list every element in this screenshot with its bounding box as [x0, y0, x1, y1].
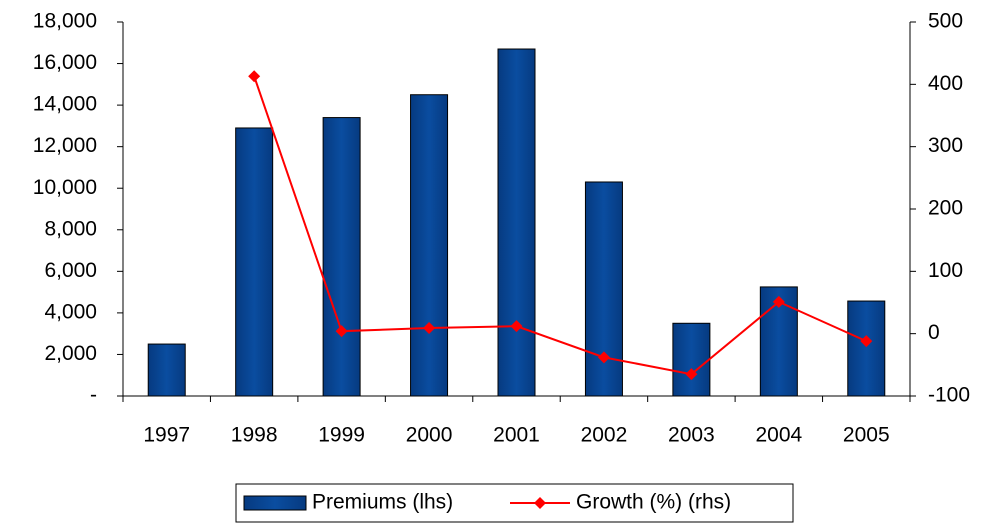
point: [597, 351, 610, 364]
x-tick-label: 1997: [143, 424, 190, 447]
bar: [410, 94, 449, 397]
bar: [147, 343, 186, 397]
y2-tick-label: 200: [928, 197, 963, 220]
x-tick-label: 1999: [318, 424, 365, 447]
y-tick-label: 14,000: [33, 93, 97, 116]
point: [248, 70, 261, 83]
bar: [584, 181, 623, 397]
point: [685, 368, 698, 381]
bar: [235, 127, 274, 397]
y2-tick-label: 400: [928, 72, 963, 95]
bar: [672, 322, 711, 397]
y-tick-label: 2,000: [44, 342, 97, 365]
y-tick-label: 16,000: [33, 51, 97, 74]
y2-tick-label: 100: [928, 259, 963, 282]
point: [772, 295, 785, 308]
point: [860, 335, 873, 348]
bar: [322, 117, 361, 397]
line: [253, 75, 867, 376]
y-tick-label: 6,000: [44, 259, 97, 282]
legend-label: Premiums (lhs): [312, 491, 453, 514]
legend-label: Growth (%) (rhs): [576, 491, 731, 514]
x-tick-label: 2002: [581, 424, 628, 447]
y-tick-label: 18,000: [33, 10, 97, 33]
legend-swatch: [243, 495, 307, 511]
y2-tick-label: -100: [928, 384, 970, 407]
y2-tick-label: 0: [928, 321, 940, 344]
y-tick-label: 12,000: [33, 134, 97, 157]
y-tick-label: 10,000: [33, 176, 97, 199]
x-tick-label: 2003: [668, 424, 715, 447]
point: [423, 322, 436, 335]
y-tick-label: 8,000: [44, 217, 97, 240]
y-tick-label: 4,000: [44, 300, 97, 323]
legend-marker: [534, 497, 546, 509]
x-tick-label: 2001: [493, 424, 540, 447]
y2-tick-label: 300: [928, 134, 963, 157]
point: [510, 320, 523, 333]
point: [335, 325, 348, 338]
x-tick-label: 1998: [231, 424, 278, 447]
x-tick-label: 2005: [843, 424, 890, 447]
bar: [847, 300, 886, 397]
x-tick-label: 2004: [755, 424, 802, 447]
bar: [497, 48, 536, 397]
x-tick-label: 2000: [406, 424, 453, 447]
y2-tick-label: 500: [928, 10, 963, 33]
y-tick-label: -: [90, 384, 97, 407]
